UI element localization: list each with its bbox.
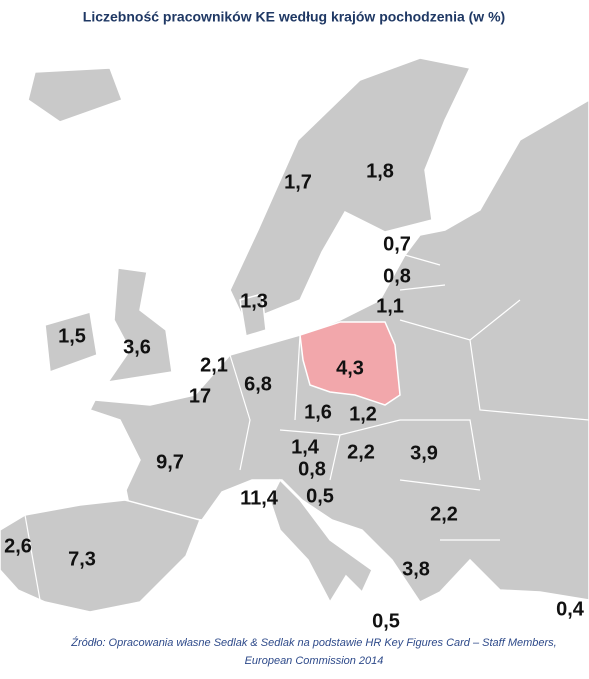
value-label: 17 (189, 385, 211, 407)
land (0, 57, 589, 613)
value-label: 0,7 (383, 233, 411, 255)
value-label: 2,1 (200, 354, 228, 376)
value-label: 2,2 (430, 503, 458, 525)
denmark (239, 293, 267, 337)
ireland (44, 311, 98, 374)
value-label: 1,2 (349, 403, 377, 425)
value-label: 3,6 (123, 336, 151, 358)
value-label: 1,4 (291, 436, 320, 458)
value-label: 1,8 (366, 160, 394, 182)
value-label: 2,6 (4, 535, 32, 557)
value-label: 1,5 (58, 325, 86, 347)
value-label: 0,5 (372, 610, 400, 632)
italy (269, 478, 373, 604)
value-label: 1,6 (304, 401, 332, 423)
value-label: 2,2 (347, 441, 375, 463)
borders (24, 254, 589, 601)
value-label: 1,7 (284, 171, 312, 193)
value-label: 0,4 (556, 598, 585, 620)
source-line: European Commission 2014 (245, 655, 384, 667)
value-label: 0,8 (298, 458, 326, 480)
map-title: Liczebność pracowników KE według krajów … (83, 9, 505, 25)
value-label: 1,1 (376, 295, 404, 317)
value-label: 0,8 (383, 265, 411, 287)
poland (299, 321, 401, 406)
value-label: 1,3 (240, 290, 268, 312)
value-labels: 1,8 1,7 0,7 0,8 1,3 1,1 1,5 3,6 2,1 4,3 6,8 17 1,6 1,… (4, 160, 585, 632)
source-line: Źródło: Opracowania własne Sedlak & Sedl… (70, 636, 556, 649)
scandinavia (229, 57, 472, 323)
value-label: 0,5 (306, 485, 334, 507)
value-label: 3,9 (410, 442, 438, 464)
great-britain (106, 267, 173, 384)
iceland (27, 67, 123, 123)
value-label: 3,8 (402, 558, 430, 580)
iberia (0, 499, 202, 613)
value-label: 4,3 (336, 357, 364, 379)
value-label: 11,4 (240, 487, 279, 509)
value-label: 7,3 (68, 548, 96, 570)
value-label: 6,8 (244, 373, 272, 395)
value-label: 9,7 (156, 451, 184, 473)
